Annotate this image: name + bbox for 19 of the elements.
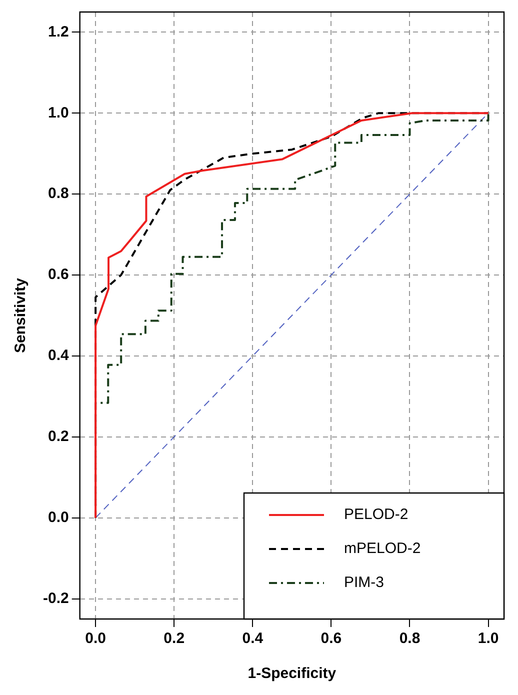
y-tick-label: 0.4 (48, 347, 70, 364)
legend-label: PIM-3 (344, 574, 384, 592)
x-axis-title: 1-Specificity (248, 665, 337, 682)
y-tick-label: 1.2 (48, 23, 69, 40)
legend-label: mPELOD-2 (344, 540, 421, 558)
y-tick-label: 0.6 (48, 266, 69, 284)
x-tick-label: 0.2 (164, 630, 185, 648)
x-tick-label: 0.0 (85, 630, 106, 648)
x-tick-label: 0.6 (320, 630, 342, 648)
y-tick-label: -0.2 (42, 590, 69, 607)
y-tick-label: 1.0 (48, 104, 69, 122)
y-tick-label: 0.0 (48, 508, 69, 526)
legend-label: PELOD-2 (344, 506, 408, 524)
y-tick-label: 0.2 (48, 428, 69, 446)
y-tick-label: 0.8 (48, 185, 69, 202)
x-tick-label: 1.0 (478, 630, 499, 648)
x-tick-label: 0.4 (242, 630, 264, 648)
x-tick-label: 0.8 (399, 630, 420, 648)
y-axis-title: Sensitivity (12, 277, 30, 354)
